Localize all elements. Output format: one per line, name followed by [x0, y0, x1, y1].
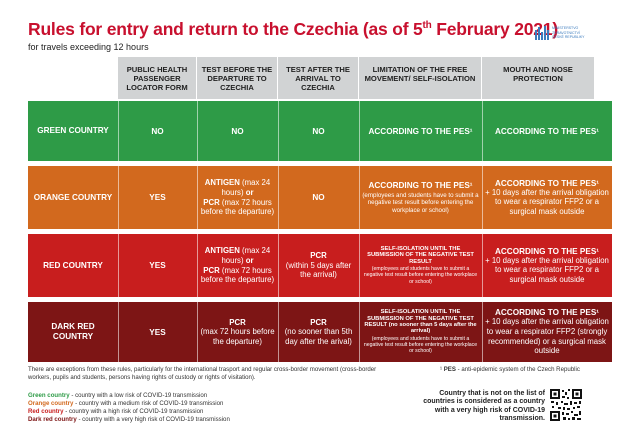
pes-footnote: ¹ PES - anti-epidemic system of the Czec… — [440, 366, 580, 373]
row-label-green: GREEN COUNTRY — [37, 126, 109, 135]
cell-test-after: NO — [312, 193, 325, 202]
qr-code-icon[interactable] — [549, 388, 583, 422]
page-subtitle: for travels exceeding 12 hours — [28, 42, 149, 52]
cell-mask: ACCORDING TO THE PES¹ + 10 days after the… — [485, 308, 609, 356]
color-legend: Green country - country with a low risk … — [28, 392, 230, 424]
column-header-test-after: TEST AFTER THE ARRIVAL TO CZECHIA — [278, 57, 358, 99]
legend-item-red: Red country - country with a high risk o… — [28, 407, 204, 415]
table-row-dark-red: DARK RED COUNTRY YES PCR (max 72 hours be… — [28, 302, 612, 362]
row-label-dark-red: DARK RED COUNTRY — [51, 322, 95, 341]
cell-plf: YES — [149, 193, 166, 202]
table-row-red: RED COUNTRY YES ANTIGEN (max 24 hours) o… — [28, 234, 612, 297]
legend-item-dark-red: Dark red country - country with a very h… — [28, 415, 230, 423]
column-header-plf: PUBLIC HEALTH PASSENGER LOCATOR FORM — [118, 57, 196, 99]
table-row-green: GREEN COUNTRY NO NO NO ACCORDING TO THE … — [28, 101, 612, 161]
column-header-limitation: LIMITATION OF THE FREE MOVEMENT/ SELF-IS… — [359, 57, 481, 99]
page-title: Rules for entry and return to the Czechi… — [28, 19, 558, 39]
cell-test-after: NO — [312, 126, 325, 136]
cell-test-after: PCR (within 5 days after the arrival) — [285, 251, 352, 280]
cell-limitation: SELF-ISOLATION UNTIL THE SUBMISSION OF T… — [363, 246, 478, 285]
cell-mask: ACCORDING TO THE PES¹ — [494, 126, 600, 136]
cell-limitation: ACCORDING TO THE PES¹ (employees and stud… — [362, 180, 479, 214]
cell-plf: YES — [149, 327, 166, 337]
table-row-orange: ORANGE COUNTRY YES ANTIGEN (max 24 hours… — [28, 166, 612, 229]
cell-test-before: ANTIGEN (max 24 hours) or PCR (max 72 hou… — [200, 178, 275, 217]
exceptions-note: There are exceptions from these rules, p… — [28, 366, 377, 381]
column-header-mask: MOUTH AND NOSE PROTECTION — [482, 57, 594, 99]
legend-item-green: Green country - country with a low risk … — [28, 392, 208, 399]
legend-item-orange: Orange country - country with a medium r… — [28, 399, 224, 407]
cell-test-before: ANTIGEN (max 24 hours) or PCR (max 72 hou… — [200, 246, 275, 285]
ministry-logo-icon — [535, 26, 549, 40]
cell-mask: ACCORDING TO THE PES¹ + 10 days after the… — [485, 246, 609, 284]
cell-mask: ACCORDING TO THE PES¹ + 10 days after the… — [485, 178, 609, 216]
column-header-test-before: TEST BEFORE THE DEPARTURE TO CZECHIA — [197, 57, 277, 99]
row-label-orange: ORANGE COUNTRY — [33, 192, 113, 202]
cell-plf: YES — [149, 261, 166, 270]
cell-plf: NO — [151, 126, 164, 136]
cell-test-before: NO — [231, 126, 244, 136]
cell-test-before: PCR (max 72 hours before the departure) — [200, 317, 275, 346]
ministry-logo-text: MINISTERSTVO ZDRAVOTNICTVÍ ČESKÉ REPUBLIK… — [552, 26, 585, 39]
unlisted-country-note: Country that is not on the list of count… — [423, 390, 545, 423]
cell-test-after: PCR (no sooner than 5th day after the ari… — [284, 317, 353, 346]
row-label-red: RED COUNTRY — [43, 260, 103, 270]
cell-limitation: ACCORDING TO THE PES¹ — [368, 126, 473, 136]
cell-limitation: SELF-ISOLATION UNTIL THE SUBMISSION OF T… — [363, 309, 478, 355]
